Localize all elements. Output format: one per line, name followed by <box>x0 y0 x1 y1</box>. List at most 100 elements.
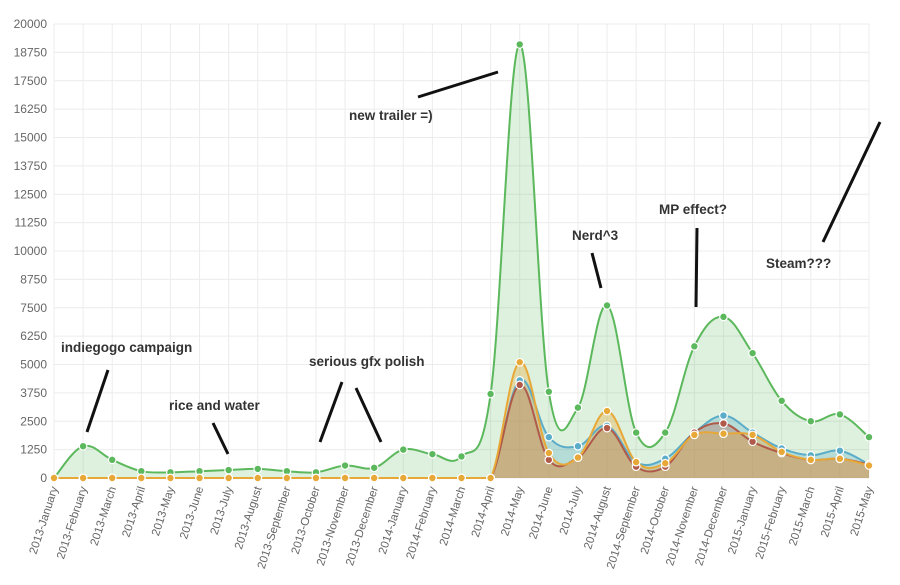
y-tick-label: 11250 <box>15 216 48 230</box>
annotation-arrow-trailer <box>417 70 499 99</box>
x-tick-label: 2014-October <box>639 485 672 556</box>
series-0-point[interactable] <box>806 416 816 426</box>
annotation-arrow-gfx-right <box>354 387 383 443</box>
series-3-point[interactable] <box>457 473 466 483</box>
y-tick-label: 18750 <box>14 45 48 59</box>
annotation-new-trailer: new trailer =) <box>349 108 433 123</box>
series-3-point[interactable] <box>427 473 437 483</box>
series-3-point[interactable] <box>806 455 816 465</box>
series-0-point[interactable] <box>107 455 117 465</box>
series-0-point[interactable] <box>631 428 641 438</box>
annotation-rice-and-water: rice and water <box>169 398 261 413</box>
series-3-point[interactable] <box>602 406 612 416</box>
x-tick-label: 2013-May <box>150 485 177 538</box>
x-tick-label: 2015-April <box>819 485 847 539</box>
series-0-point[interactable] <box>369 463 379 473</box>
x-tick-label: 2013-April <box>121 485 149 539</box>
series-3-point[interactable] <box>49 473 59 483</box>
series-0-point[interactable] <box>602 301 612 310</box>
series-3-area <box>54 362 869 478</box>
series-3-point[interactable] <box>107 473 117 483</box>
series-0-point[interactable] <box>573 403 583 413</box>
y-tick-label: 16250 <box>14 102 48 116</box>
x-tick-label: 2014-March <box>438 485 468 547</box>
series-2-point[interactable] <box>602 423 612 433</box>
series-0-point[interactable] <box>224 465 234 475</box>
y-tick-label: 5000 <box>20 358 47 372</box>
x-tick-label: 2013-January <box>28 485 61 556</box>
annotation-mp-effect: MP effect? <box>659 202 727 217</box>
y-tick-label: 13750 <box>14 159 48 173</box>
x-tick-label: 2014-January <box>377 485 410 556</box>
x-tick-label: 2013-February <box>55 485 90 561</box>
series-3-point[interactable] <box>748 430 757 440</box>
series-0-point[interactable] <box>253 464 263 474</box>
y-tick-label: 1250 <box>20 443 47 457</box>
series-2-point[interactable] <box>515 380 525 390</box>
series-1-point[interactable] <box>544 432 554 442</box>
annotation-steam: Steam??? <box>766 256 831 271</box>
series-0-point[interactable] <box>398 445 408 455</box>
series-3-point[interactable] <box>282 473 292 483</box>
series-3-point[interactable] <box>78 473 88 483</box>
x-tick-label: 2013-August <box>233 484 265 550</box>
series-3-point[interactable] <box>340 473 350 483</box>
x-tick-label: 2013-October <box>290 485 323 556</box>
series-2-point[interactable] <box>719 419 728 428</box>
series-1-point[interactable] <box>719 411 728 420</box>
series-1-point[interactable] <box>573 441 583 451</box>
series-3-point[interactable] <box>166 473 175 483</box>
series-3-point[interactable] <box>136 473 146 483</box>
series-0-point[interactable] <box>340 461 350 470</box>
series-0-point[interactable] <box>515 40 525 49</box>
x-tick-label: 2014-August <box>582 484 614 550</box>
series-3-point[interactable] <box>369 473 379 483</box>
series-3-point[interactable] <box>864 461 874 470</box>
x-tick-label: 2013-December <box>344 485 381 567</box>
series-3-point[interactable] <box>311 473 321 483</box>
y-tick-label: 10000 <box>14 244 48 258</box>
y-tick-label: 12500 <box>14 187 48 201</box>
series-3-point[interactable] <box>515 357 525 367</box>
series-3-point[interactable] <box>398 473 408 483</box>
series-3-point[interactable] <box>224 473 234 483</box>
series-0-point[interactable] <box>427 449 437 459</box>
series-0-point[interactable] <box>719 312 728 322</box>
x-tick-label: 2015-March <box>787 485 817 547</box>
series-0-point[interactable] <box>78 441 88 451</box>
x-tick-label: 2014-February <box>405 485 440 561</box>
series-3-point[interactable] <box>573 453 583 462</box>
annotation-arrow-rice <box>211 422 230 455</box>
series-0-point[interactable] <box>689 341 699 351</box>
series-3-point[interactable] <box>835 454 845 464</box>
y-tick-label: 20000 <box>14 17 48 31</box>
series-0-point[interactable] <box>777 396 787 406</box>
annotations: indiegogo campaign rice and water seriou… <box>61 70 882 455</box>
series-0-point[interactable] <box>835 410 845 419</box>
series-0-point[interactable] <box>660 428 670 438</box>
series-3-point[interactable] <box>195 473 204 483</box>
x-tick-label: 2015-May <box>849 485 876 538</box>
x-tick-label: 2015-February <box>754 485 789 561</box>
series-0-point[interactable] <box>457 452 466 461</box>
annotation-arrow-steam <box>821 121 882 243</box>
series-3-point[interactable] <box>544 448 554 458</box>
series-3-point[interactable] <box>719 429 728 439</box>
series-3-point[interactable] <box>777 447 787 457</box>
series-0-point[interactable] <box>486 389 496 399</box>
series-3-point[interactable] <box>253 473 263 483</box>
x-tick-label: 2014-May <box>499 485 526 538</box>
series-0-point[interactable] <box>748 348 757 358</box>
x-tick-label: 2014-December <box>693 485 730 567</box>
series-1-area <box>54 379 869 478</box>
series-1-point[interactable] <box>835 446 845 456</box>
series-3-point[interactable] <box>660 458 670 468</box>
x-tick-label: 2015-January <box>726 485 759 556</box>
series-3-point[interactable] <box>631 457 641 467</box>
series-0-point[interactable] <box>544 387 554 397</box>
series-3-point[interactable] <box>486 473 496 483</box>
x-tick-label: 2013-June <box>178 485 206 540</box>
series-0-point[interactable] <box>864 432 874 442</box>
series-3-point[interactable] <box>689 430 699 440</box>
